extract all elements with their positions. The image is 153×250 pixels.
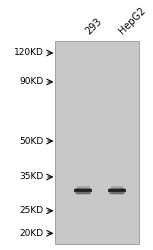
Bar [75, 188, 91, 191]
Bar [110, 191, 123, 195]
Text: HepG2: HepG2 [117, 6, 148, 36]
Bar [110, 186, 123, 190]
Bar [109, 188, 125, 191]
Bar [108, 189, 126, 192]
Bar [55, 41, 140, 244]
Text: 20KD: 20KD [20, 229, 44, 238]
Text: 120KD: 120KD [14, 48, 44, 58]
Bar [75, 190, 91, 194]
Bar [109, 190, 125, 194]
Text: 50KD: 50KD [19, 136, 44, 145]
Text: 90KD: 90KD [19, 78, 44, 86]
Text: 293: 293 [83, 16, 103, 36]
Bar [77, 191, 90, 195]
Bar [74, 189, 92, 192]
Text: 25KD: 25KD [20, 206, 44, 215]
Bar [77, 186, 90, 190]
Text: 35KD: 35KD [19, 172, 44, 182]
